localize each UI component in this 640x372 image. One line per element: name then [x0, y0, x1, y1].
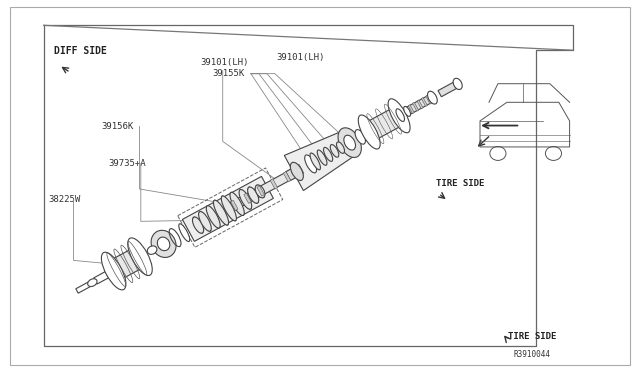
- Ellipse shape: [365, 126, 374, 138]
- Polygon shape: [426, 95, 432, 104]
- Ellipse shape: [179, 224, 189, 241]
- Ellipse shape: [355, 129, 365, 144]
- Ellipse shape: [206, 206, 220, 228]
- Ellipse shape: [106, 263, 120, 280]
- Ellipse shape: [344, 135, 355, 150]
- Ellipse shape: [323, 147, 333, 161]
- Ellipse shape: [404, 106, 410, 116]
- Polygon shape: [76, 282, 90, 293]
- Ellipse shape: [358, 115, 380, 149]
- Polygon shape: [364, 107, 404, 141]
- Polygon shape: [413, 102, 419, 111]
- Ellipse shape: [388, 99, 410, 133]
- Ellipse shape: [193, 217, 203, 233]
- Ellipse shape: [214, 200, 228, 225]
- Ellipse shape: [338, 128, 362, 157]
- Polygon shape: [108, 247, 145, 281]
- Ellipse shape: [230, 192, 244, 215]
- Polygon shape: [93, 271, 109, 284]
- Ellipse shape: [157, 237, 170, 251]
- Polygon shape: [408, 105, 414, 113]
- Text: TIRE SIDE: TIRE SIDE: [436, 179, 485, 188]
- Text: R3910044: R3910044: [513, 350, 550, 359]
- Polygon shape: [296, 164, 304, 175]
- Ellipse shape: [147, 246, 157, 254]
- Ellipse shape: [221, 196, 236, 221]
- Text: TIRE SIDE: TIRE SIDE: [508, 332, 556, 341]
- Ellipse shape: [151, 230, 176, 257]
- Ellipse shape: [198, 212, 211, 231]
- Text: 39155K: 39155K: [212, 69, 244, 78]
- Polygon shape: [244, 193, 252, 203]
- Ellipse shape: [207, 206, 220, 228]
- Ellipse shape: [453, 78, 462, 90]
- Ellipse shape: [310, 153, 321, 170]
- Polygon shape: [285, 162, 308, 180]
- Text: 39735+A: 39735+A: [109, 159, 147, 168]
- Ellipse shape: [291, 162, 303, 180]
- Ellipse shape: [239, 190, 252, 209]
- Ellipse shape: [230, 192, 244, 215]
- Text: 39101(LH): 39101(LH): [200, 58, 249, 67]
- Polygon shape: [257, 186, 264, 196]
- Polygon shape: [421, 97, 428, 106]
- Ellipse shape: [214, 200, 228, 225]
- Polygon shape: [270, 179, 278, 189]
- Polygon shape: [417, 100, 423, 109]
- Polygon shape: [230, 200, 238, 211]
- Polygon shape: [228, 156, 320, 212]
- Ellipse shape: [255, 185, 265, 198]
- Ellipse shape: [199, 212, 211, 231]
- Text: 39156K: 39156K: [101, 122, 133, 131]
- Polygon shape: [182, 176, 273, 241]
- Ellipse shape: [428, 91, 437, 104]
- Ellipse shape: [396, 109, 404, 121]
- Ellipse shape: [256, 185, 264, 198]
- Ellipse shape: [337, 142, 344, 153]
- Polygon shape: [438, 81, 459, 97]
- Ellipse shape: [221, 196, 236, 221]
- Text: DIFF SIDE: DIFF SIDE: [54, 46, 108, 56]
- Text: 38225W: 38225W: [48, 195, 80, 203]
- Text: 39101(LH): 39101(LH): [276, 52, 325, 61]
- Ellipse shape: [248, 187, 259, 203]
- Ellipse shape: [193, 217, 204, 233]
- Ellipse shape: [317, 150, 327, 165]
- Ellipse shape: [239, 190, 252, 209]
- Ellipse shape: [88, 279, 97, 286]
- Polygon shape: [284, 132, 353, 190]
- Polygon shape: [406, 94, 434, 115]
- Ellipse shape: [248, 187, 258, 203]
- Ellipse shape: [101, 252, 126, 290]
- Ellipse shape: [330, 145, 339, 157]
- Polygon shape: [284, 171, 291, 182]
- Ellipse shape: [128, 238, 152, 276]
- Ellipse shape: [305, 155, 317, 173]
